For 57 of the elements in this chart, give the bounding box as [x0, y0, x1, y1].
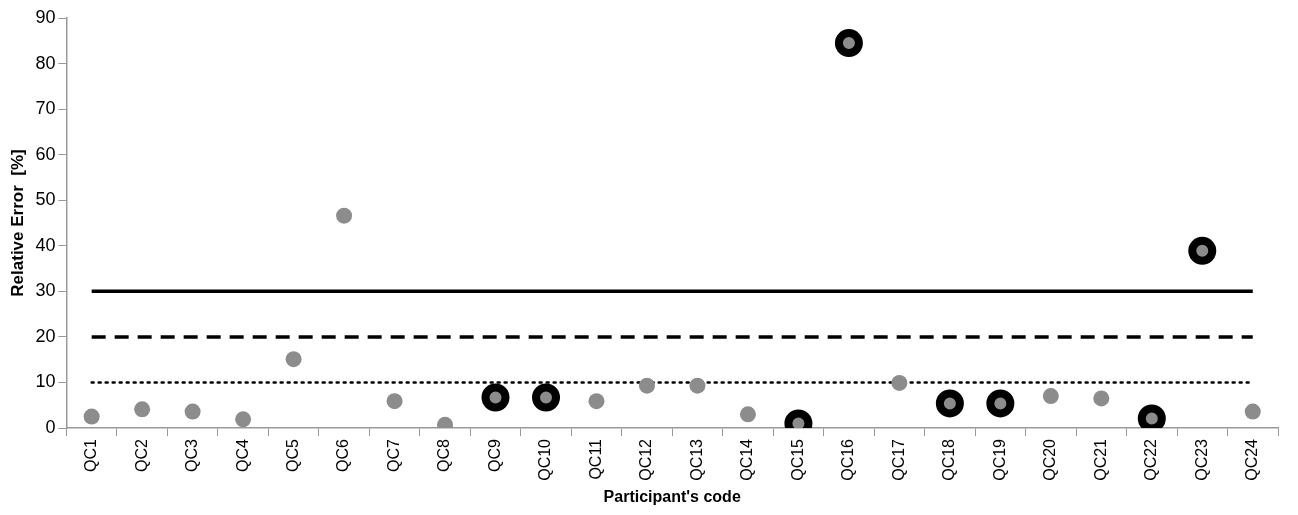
- x-tick-label: QC11: [586, 438, 604, 480]
- x-tick-label: QC3: [183, 438, 201, 472]
- point: [891, 374, 908, 391]
- y-axis-title: Relative Error [%]: [7, 149, 27, 297]
- point: [1042, 388, 1059, 405]
- x-tick-label: QC22: [1142, 438, 1160, 481]
- point: [481, 383, 510, 412]
- x-tick-label: QC12: [637, 438, 655, 481]
- point: [532, 383, 561, 412]
- x-tick-label: QC5: [284, 438, 301, 472]
- x-tick-label: QC10: [536, 438, 554, 481]
- x-tick-label: QC24: [1243, 438, 1261, 481]
- point: [235, 411, 252, 428]
- y-tick-label: 30: [35, 280, 56, 301]
- x-tick-label: QC23: [1192, 438, 1210, 481]
- y-tick-label: 0: [45, 416, 56, 437]
- point: [739, 406, 756, 423]
- x-tick-label: QC9: [485, 438, 503, 472]
- y-tick-label: 60: [35, 143, 56, 164]
- x-tick-label: QC8: [435, 438, 453, 472]
- y-tick-label: 20: [35, 325, 56, 346]
- point: [1244, 403, 1261, 420]
- point: [1093, 390, 1110, 407]
- point: [134, 401, 151, 418]
- point: [285, 351, 302, 368]
- x-tick-label: QC21: [1091, 438, 1109, 481]
- x-axis-title: Participant's code: [603, 487, 741, 505]
- y-tick-label: 90: [35, 6, 56, 27]
- point: [834, 29, 863, 58]
- x-tick-label: QC14: [738, 438, 756, 481]
- point: [935, 389, 964, 418]
- point: [1188, 236, 1217, 265]
- y-tick-label: 10: [35, 371, 56, 392]
- point: [588, 393, 605, 410]
- x-tick-label: QC17: [889, 438, 907, 481]
- point: [386, 393, 403, 410]
- point: [184, 403, 201, 420]
- point: [638, 377, 655, 394]
- x-tick-label: QC4: [233, 438, 251, 472]
- x-tick-label: QC1: [82, 438, 100, 472]
- point: [83, 408, 100, 425]
- x-tick-label: QC6: [334, 438, 352, 472]
- x-tick-label: QC16: [839, 438, 857, 481]
- x-tick-label: QC15: [788, 438, 806, 481]
- point: [336, 207, 353, 224]
- y-tick-label: 50: [35, 189, 56, 210]
- y-tick-label: 80: [35, 52, 56, 73]
- x-tick-label: QC2: [132, 438, 150, 472]
- x-tick-label: QC18: [940, 438, 958, 481]
- x-tick-label: QC19: [990, 438, 1008, 481]
- x-tick-label: QC13: [687, 438, 705, 481]
- point: [689, 377, 706, 394]
- x-tick-label: QC20: [1041, 438, 1059, 481]
- x-tick-label: QC7: [384, 438, 402, 472]
- point: [986, 389, 1015, 418]
- y-tick-label: 70: [35, 98, 56, 119]
- y-tick-label: 40: [35, 234, 56, 255]
